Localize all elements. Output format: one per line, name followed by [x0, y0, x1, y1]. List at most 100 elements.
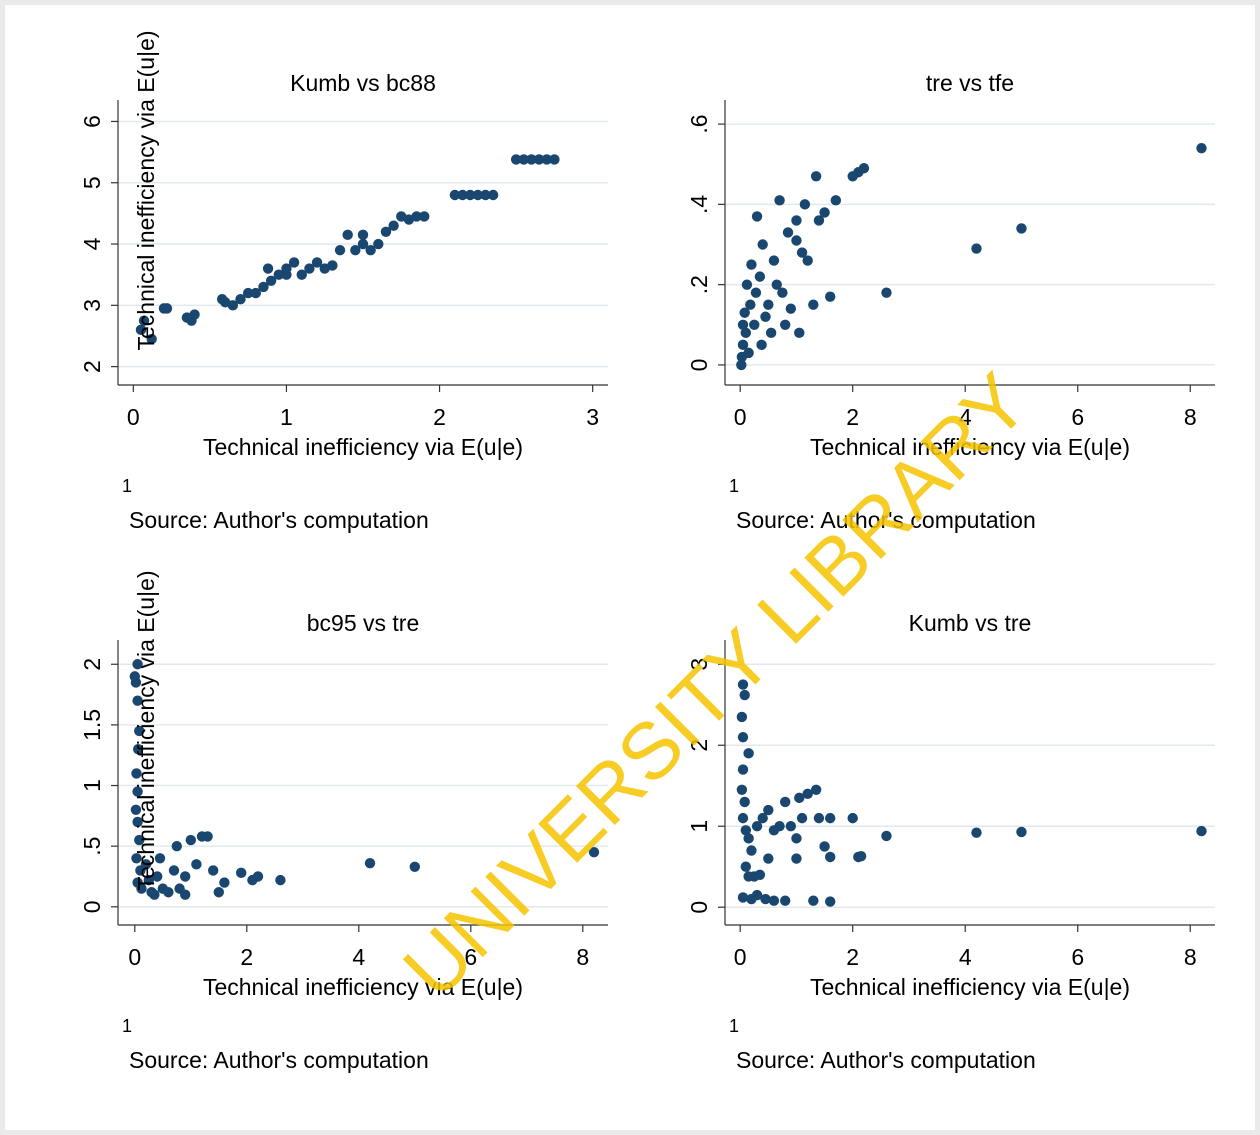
point — [250, 287, 262, 299]
point — [342, 229, 353, 241]
point — [830, 195, 842, 206]
point — [480, 189, 491, 201]
point — [971, 827, 982, 838]
point — [149, 889, 160, 900]
point — [457, 189, 468, 201]
point — [464, 189, 476, 201]
point — [757, 239, 768, 250]
point — [743, 347, 754, 359]
point — [350, 244, 361, 256]
point — [971, 243, 982, 254]
point — [745, 299, 756, 310]
point — [152, 871, 163, 882]
point — [740, 861, 752, 872]
point — [791, 235, 802, 246]
point — [472, 189, 484, 201]
point — [411, 211, 422, 222]
point — [357, 229, 369, 241]
point — [409, 861, 420, 872]
source: Source: Author's computation — [129, 507, 429, 533]
y-tick-label: 2 — [686, 739, 712, 752]
x-axis-title: Technical inefficiency via E(u|e) — [203, 974, 523, 1000]
point — [1196, 142, 1207, 154]
point — [825, 851, 836, 863]
point — [813, 812, 825, 824]
point — [760, 311, 771, 322]
point — [541, 154, 552, 165]
x-tick-label: 6 — [1071, 944, 1084, 970]
point — [785, 821, 797, 832]
point — [296, 269, 307, 280]
chart-title: tre vs tfe — [926, 70, 1014, 96]
x-tick-label: 8 — [1184, 944, 1197, 970]
y-tick-label: 1 — [79, 779, 105, 792]
y-axis-title: Technical inefficiency via E(u|e) — [133, 570, 159, 890]
x-axis-title: Technical inefficiency via E(u|e) — [810, 974, 1130, 1000]
x-tick-label: 0 — [128, 944, 141, 970]
point — [449, 189, 461, 201]
point — [281, 263, 292, 274]
x-tick-label: 8 — [1184, 404, 1197, 430]
point — [847, 812, 858, 824]
point — [357, 238, 369, 250]
point — [791, 853, 802, 864]
point — [749, 319, 760, 330]
y-tick-label: 0 — [686, 359, 712, 372]
point — [796, 247, 808, 258]
chart-title: bc95 vs tre — [307, 610, 420, 636]
point — [779, 796, 791, 808]
point — [189, 309, 200, 320]
point — [754, 869, 766, 881]
note: 1 — [729, 1016, 739, 1036]
point — [146, 333, 157, 345]
point — [138, 315, 150, 326]
x-tick-label: 0 — [127, 404, 140, 430]
y-tick-label: 1.5 — [79, 709, 105, 741]
point — [768, 255, 780, 266]
point — [765, 327, 777, 339]
note: 1 — [122, 476, 132, 496]
point — [777, 287, 788, 298]
point — [858, 163, 870, 174]
point — [737, 892, 749, 903]
point — [881, 830, 892, 842]
y-tick-label: .2 — [686, 275, 712, 294]
x-tick-label: 8 — [576, 944, 589, 970]
point — [154, 853, 166, 864]
point — [802, 255, 813, 266]
y-tick-label: 3 — [686, 658, 712, 671]
point — [130, 677, 142, 688]
y-tick-label: .6 — [686, 114, 712, 133]
point — [737, 812, 749, 824]
point — [802, 788, 813, 800]
x-tick-label: 0 — [734, 944, 747, 970]
point — [134, 834, 145, 846]
point — [751, 889, 763, 901]
point — [140, 859, 152, 870]
point — [135, 324, 147, 336]
point — [736, 711, 748, 723]
point — [754, 271, 766, 282]
point — [265, 275, 277, 287]
chart-title: Kumb vs tre — [909, 610, 1032, 636]
point — [132, 695, 143, 706]
point — [132, 659, 143, 670]
point — [131, 853, 142, 864]
point — [751, 211, 763, 222]
point — [794, 327, 805, 339]
y-tick-label: 1 — [686, 820, 712, 833]
point — [526, 154, 537, 165]
point — [132, 816, 143, 828]
y-tick-label: 4 — [79, 237, 105, 250]
point — [737, 339, 749, 351]
point — [180, 889, 191, 900]
point — [171, 840, 182, 852]
x-axis-title: Technical inefficiency via E(u|e) — [203, 434, 523, 460]
y-axis-title: Technical inefficiency via E(u|e) — [133, 30, 159, 350]
point — [791, 215, 802, 226]
y-tick-label: 6 — [79, 115, 105, 128]
point — [327, 260, 338, 271]
point — [365, 244, 376, 256]
point — [219, 877, 230, 888]
point — [825, 291, 836, 302]
